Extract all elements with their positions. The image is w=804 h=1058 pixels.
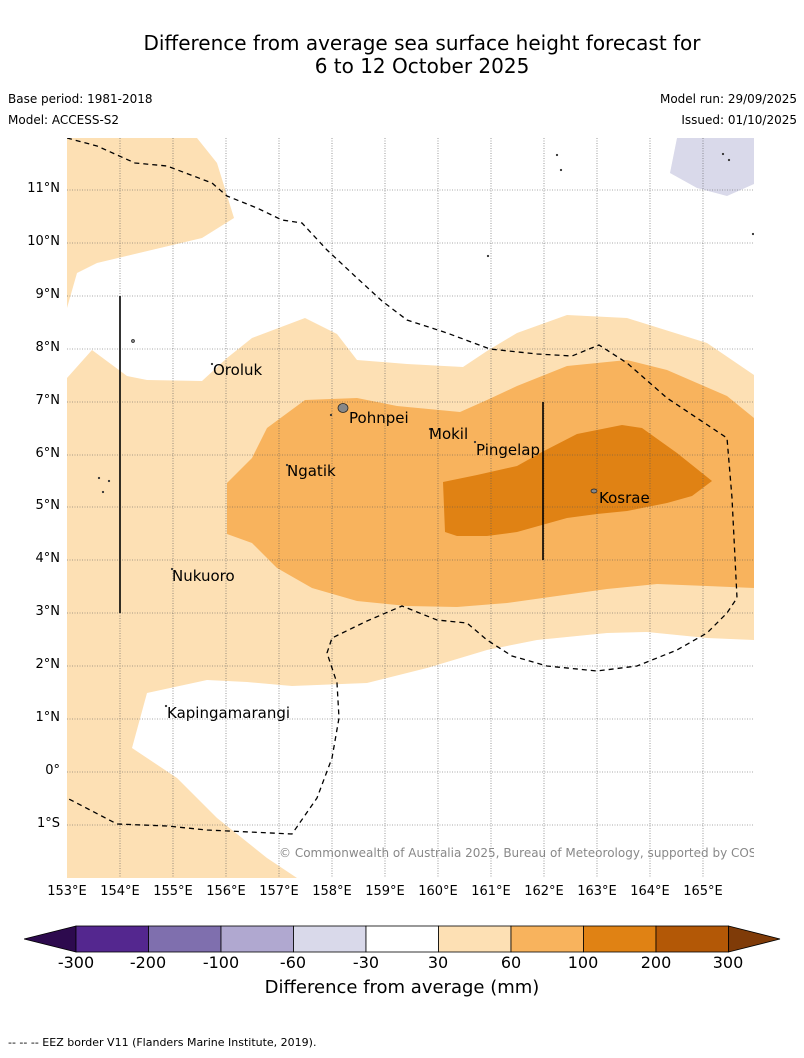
- title-line-1: Difference from average sea surface heig…: [143, 31, 701, 55]
- base-period: Base period: 1981-2018: [8, 92, 153, 106]
- sea-level-map: Oroluk Pohnpei Mokil Pingelap Ngatik Kos…: [67, 138, 754, 878]
- model-run: Model run: 29/09/2025: [659, 92, 797, 106]
- lon-label-155e: 155°E: [153, 884, 193, 899]
- model-name: Model: ACCESS-S2: [8, 113, 120, 127]
- lat-label-3n: 3°N: [35, 604, 61, 619]
- lon-label-160e: 160°E: [418, 884, 458, 899]
- colorbar-tick-neg300: -300: [57, 953, 95, 972]
- colorbar-title: Difference from average (mm): [264, 977, 540, 998]
- contour-30-60-north: [67, 138, 234, 308]
- lat-label-1s: 1°S: [36, 816, 60, 831]
- colorbar-arrow-high: [728, 925, 781, 953]
- lon-label-161e: 161°E: [471, 884, 511, 899]
- lat-label-9n: 9°N: [35, 287, 61, 302]
- colorbar-seg-3: [220, 925, 294, 953]
- eez-border: [67, 138, 738, 835]
- lon-label-163e: 163°E: [577, 884, 617, 899]
- lat-label-4n: 4°N: [35, 551, 61, 566]
- colorbar-tick-300: 300: [712, 953, 744, 972]
- colorbar-tick-30: 30: [427, 953, 449, 972]
- place-kapingamarangi: Kapingamarangi: [167, 704, 290, 722]
- colorbar-seg-5: [365, 925, 439, 953]
- lon-label-153e: 153°E: [47, 884, 87, 899]
- contour-neg30-neg60: [670, 138, 754, 196]
- colorbar-seg-7: [510, 925, 584, 953]
- lon-label-156e: 156°E: [206, 884, 246, 899]
- lat-label-8n: 8°N: [35, 340, 61, 355]
- issued-date: Issued: 01/10/2025: [681, 113, 797, 127]
- islands: [97, 152, 754, 708]
- lat-label-10n: 10°N: [27, 234, 60, 249]
- copyright-notice: © Commonwealth of Australia 2025, Bureau…: [279, 846, 754, 860]
- lat-label-6n: 6°N: [35, 446, 61, 461]
- lat-label-0: 0°: [45, 763, 60, 778]
- lat-label-5n: 5°N: [35, 498, 61, 513]
- contour-100-200: [443, 425, 712, 536]
- place-pohnpei: Pohnpei: [349, 409, 409, 427]
- colorbar: [24, 925, 781, 953]
- colorbar-tick-neg200: -200: [129, 953, 167, 972]
- pohnpei-island: [337, 403, 349, 413]
- lon-label-162e: 162°E: [524, 884, 564, 899]
- lon-label-157e: 157°E: [259, 884, 299, 899]
- title-line-2: 6 to 12 October 2025: [314, 54, 530, 78]
- lon-label-154e: 154°E: [100, 884, 140, 899]
- colorbar-arrow-low: [24, 925, 77, 953]
- colorbar-tick-neg30: -30: [352, 953, 380, 972]
- colorbar-tick-neg60: -60: [279, 953, 307, 972]
- lon-label-158e: 158°E: [312, 884, 352, 899]
- lon-label-165e: 165°E: [683, 884, 723, 899]
- lon-label-159e: 159°E: [365, 884, 405, 899]
- colorbar-seg-2: [148, 925, 222, 953]
- lat-label-2n: 2°N: [35, 657, 61, 672]
- kosrae-island: [590, 488, 598, 494]
- colorbar-seg-8: [583, 925, 657, 953]
- place-ngatik: Ngatik: [287, 462, 336, 480]
- colorbar-tick-100: 100: [567, 953, 599, 972]
- colorbar-seg-6: [438, 925, 512, 953]
- lat-label-7n: 7°N: [35, 393, 61, 408]
- colorbar-seg-1: [75, 925, 149, 953]
- chart-title: Difference from average sea surface heig…: [0, 32, 804, 78]
- colorbar-tick-200: 200: [640, 953, 672, 972]
- colorbar-tick-neg100: -100: [202, 953, 240, 972]
- lat-label-1n: 1°N: [35, 710, 61, 725]
- lon-label-164e: 164°E: [630, 884, 670, 899]
- colorbar-seg-9: [655, 925, 729, 953]
- place-kosrae: Kosrae: [599, 489, 650, 507]
- place-pingelap: Pingelap: [476, 441, 540, 459]
- place-nukuoro: Nukuoro: [172, 567, 235, 585]
- lat-label-11n: 11°N: [27, 181, 60, 196]
- place-oroluk: Oroluk: [213, 361, 262, 379]
- eez-footnote: -- -- -- EEZ border V11 (Flanders Marine…: [8, 1036, 317, 1049]
- place-mokil: Mokil: [429, 425, 468, 443]
- colorbar-seg-4: [293, 925, 367, 953]
- colorbar-tick-60: 60: [500, 953, 522, 972]
